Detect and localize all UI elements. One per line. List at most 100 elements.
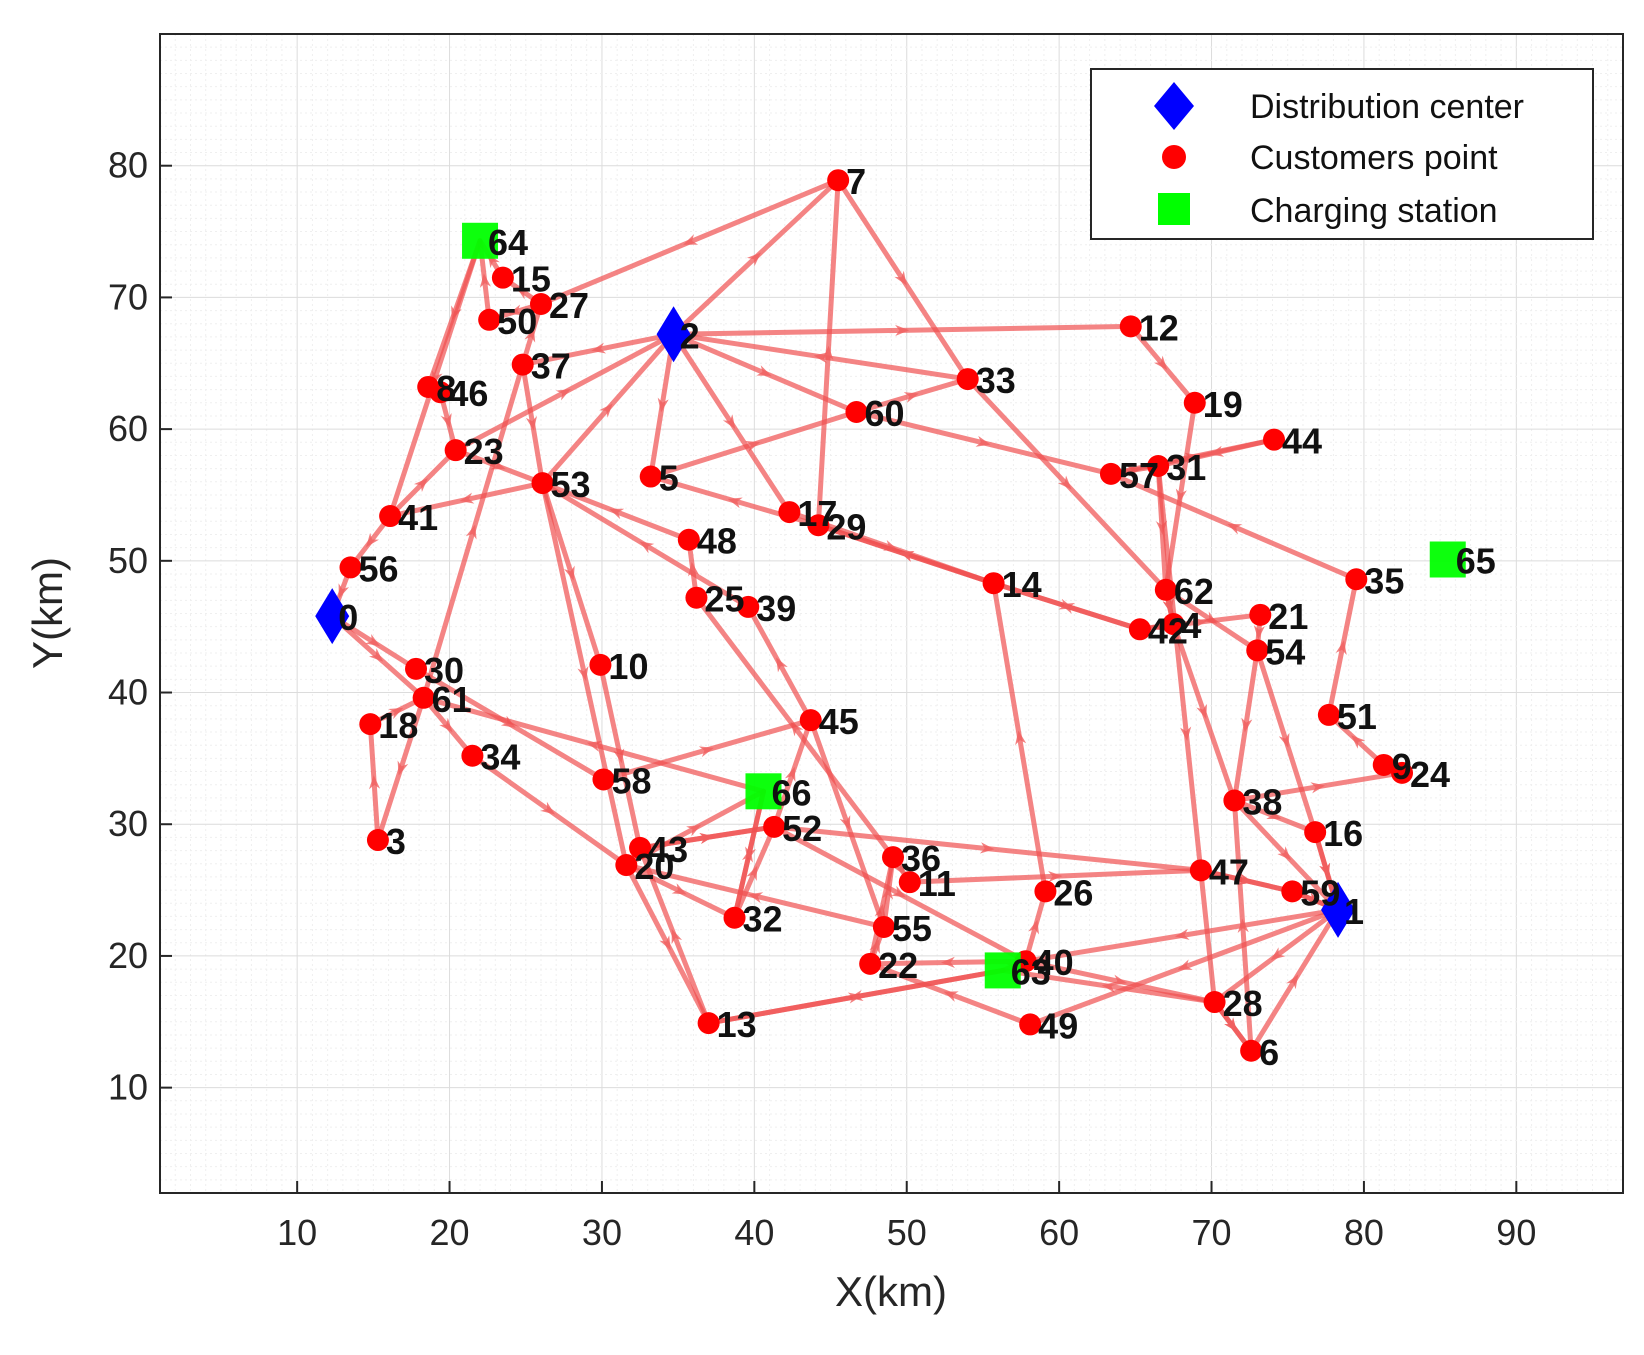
route-segment — [835, 177, 971, 382]
route-segment — [771, 824, 1029, 964]
route-segment — [1326, 712, 1387, 768]
point-label: 46 — [448, 373, 488, 414]
route-segment — [1023, 888, 1048, 964]
customer-point — [1128, 618, 1151, 641]
route-segment — [520, 362, 546, 486]
customer-point — [639, 465, 662, 488]
legend-distribution-label: Distribution center — [1250, 88, 1524, 126]
route-segment — [538, 177, 841, 307]
point-label: 40 — [1034, 942, 1074, 983]
customer-point — [685, 586, 708, 609]
route-segment — [815, 522, 997, 586]
point-label: 17 — [797, 493, 837, 534]
point-label: 15 — [511, 259, 551, 300]
point-label: 56 — [358, 548, 398, 589]
route-segment — [853, 409, 1114, 477]
point-label: 33 — [976, 360, 1016, 401]
route-segment — [387, 447, 459, 519]
route-segment — [671, 331, 792, 515]
point-label: 7 — [846, 161, 866, 202]
point-label: 23 — [464, 431, 504, 472]
route-segment — [1023, 907, 1341, 964]
point-label: 47 — [1209, 851, 1249, 892]
y-axis-title: Y(km) — [24, 557, 71, 669]
customer-point — [1317, 703, 1340, 726]
route-segment — [367, 721, 381, 843]
route-segment — [540, 331, 677, 486]
customer-point — [898, 871, 921, 894]
route-segment — [421, 362, 526, 701]
customer-point — [592, 768, 615, 791]
customer-point — [1119, 315, 1142, 338]
y-tick-label: 60 — [108, 408, 148, 449]
point-label: 1 — [1344, 891, 1364, 932]
customer-point — [859, 952, 882, 975]
route-segment — [732, 788, 766, 921]
customer-point — [872, 915, 895, 938]
route-segment — [671, 323, 1134, 337]
point-label: 45 — [819, 701, 859, 742]
route-segment — [453, 331, 677, 453]
point-label: 66 — [771, 772, 811, 813]
customer-point — [1203, 991, 1226, 1014]
route-segment — [623, 862, 712, 1026]
customer-point — [589, 653, 612, 676]
point-label: 3 — [386, 821, 406, 862]
customer-point — [359, 713, 382, 736]
route-segment — [600, 717, 814, 782]
point-label: 41 — [398, 497, 438, 538]
y-tick-label: 50 — [108, 540, 148, 581]
point-label: 36 — [901, 838, 941, 879]
x-tick-label: 20 — [430, 1212, 470, 1253]
point-label: 10 — [608, 646, 648, 687]
customer-point — [1189, 859, 1212, 882]
route-segment — [520, 331, 677, 368]
x-tick-label: 60 — [1039, 1212, 1079, 1253]
route-segment — [1027, 907, 1341, 1027]
route-segment — [881, 854, 896, 930]
point-label: 27 — [549, 285, 589, 326]
route-segment — [329, 613, 419, 672]
customer-point — [1154, 578, 1177, 601]
route-segment — [1231, 798, 1341, 913]
point-label: 54 — [1265, 631, 1305, 672]
route-segment — [771, 824, 1204, 873]
point-label: 48 — [697, 521, 737, 562]
x-axis-title: X(km) — [835, 1268, 947, 1315]
route-segment — [1155, 437, 1277, 469]
point-label: 22 — [878, 945, 918, 986]
customer-point — [723, 906, 746, 929]
route-segment — [1231, 798, 1254, 1054]
legend-charging-label: Charging station — [1250, 192, 1498, 230]
point-label: 52 — [782, 808, 822, 849]
route-segment — [413, 666, 606, 782]
y-tick-label: 40 — [108, 672, 148, 713]
charging-station — [1429, 541, 1466, 578]
customer-point — [882, 846, 905, 869]
distribution-center — [315, 588, 350, 645]
customer-point — [412, 686, 435, 709]
customer-point — [1034, 880, 1057, 903]
route-segment — [540, 480, 629, 868]
customer-point — [1263, 428, 1286, 451]
distribution-center — [1321, 881, 1356, 938]
point-label: 43 — [648, 829, 688, 870]
route-segment — [808, 717, 887, 930]
customer-point — [1099, 462, 1122, 485]
point-label: 50 — [497, 301, 537, 342]
customer-point — [799, 709, 822, 732]
route-segment — [1155, 463, 1218, 1005]
customer-point — [1281, 880, 1304, 903]
point-label: 65 — [1456, 541, 1496, 582]
legend-charging-marker — [1158, 193, 1190, 225]
route-segment — [421, 695, 766, 794]
route-segment — [1326, 576, 1359, 718]
charging-station — [984, 952, 1021, 989]
y-tick-label: 20 — [108, 935, 148, 976]
route-segment — [1231, 647, 1260, 804]
customer-point — [629, 836, 652, 859]
y-tick-label: 70 — [108, 276, 148, 317]
route-segment — [1254, 647, 1318, 835]
customer-point — [1223, 789, 1246, 812]
